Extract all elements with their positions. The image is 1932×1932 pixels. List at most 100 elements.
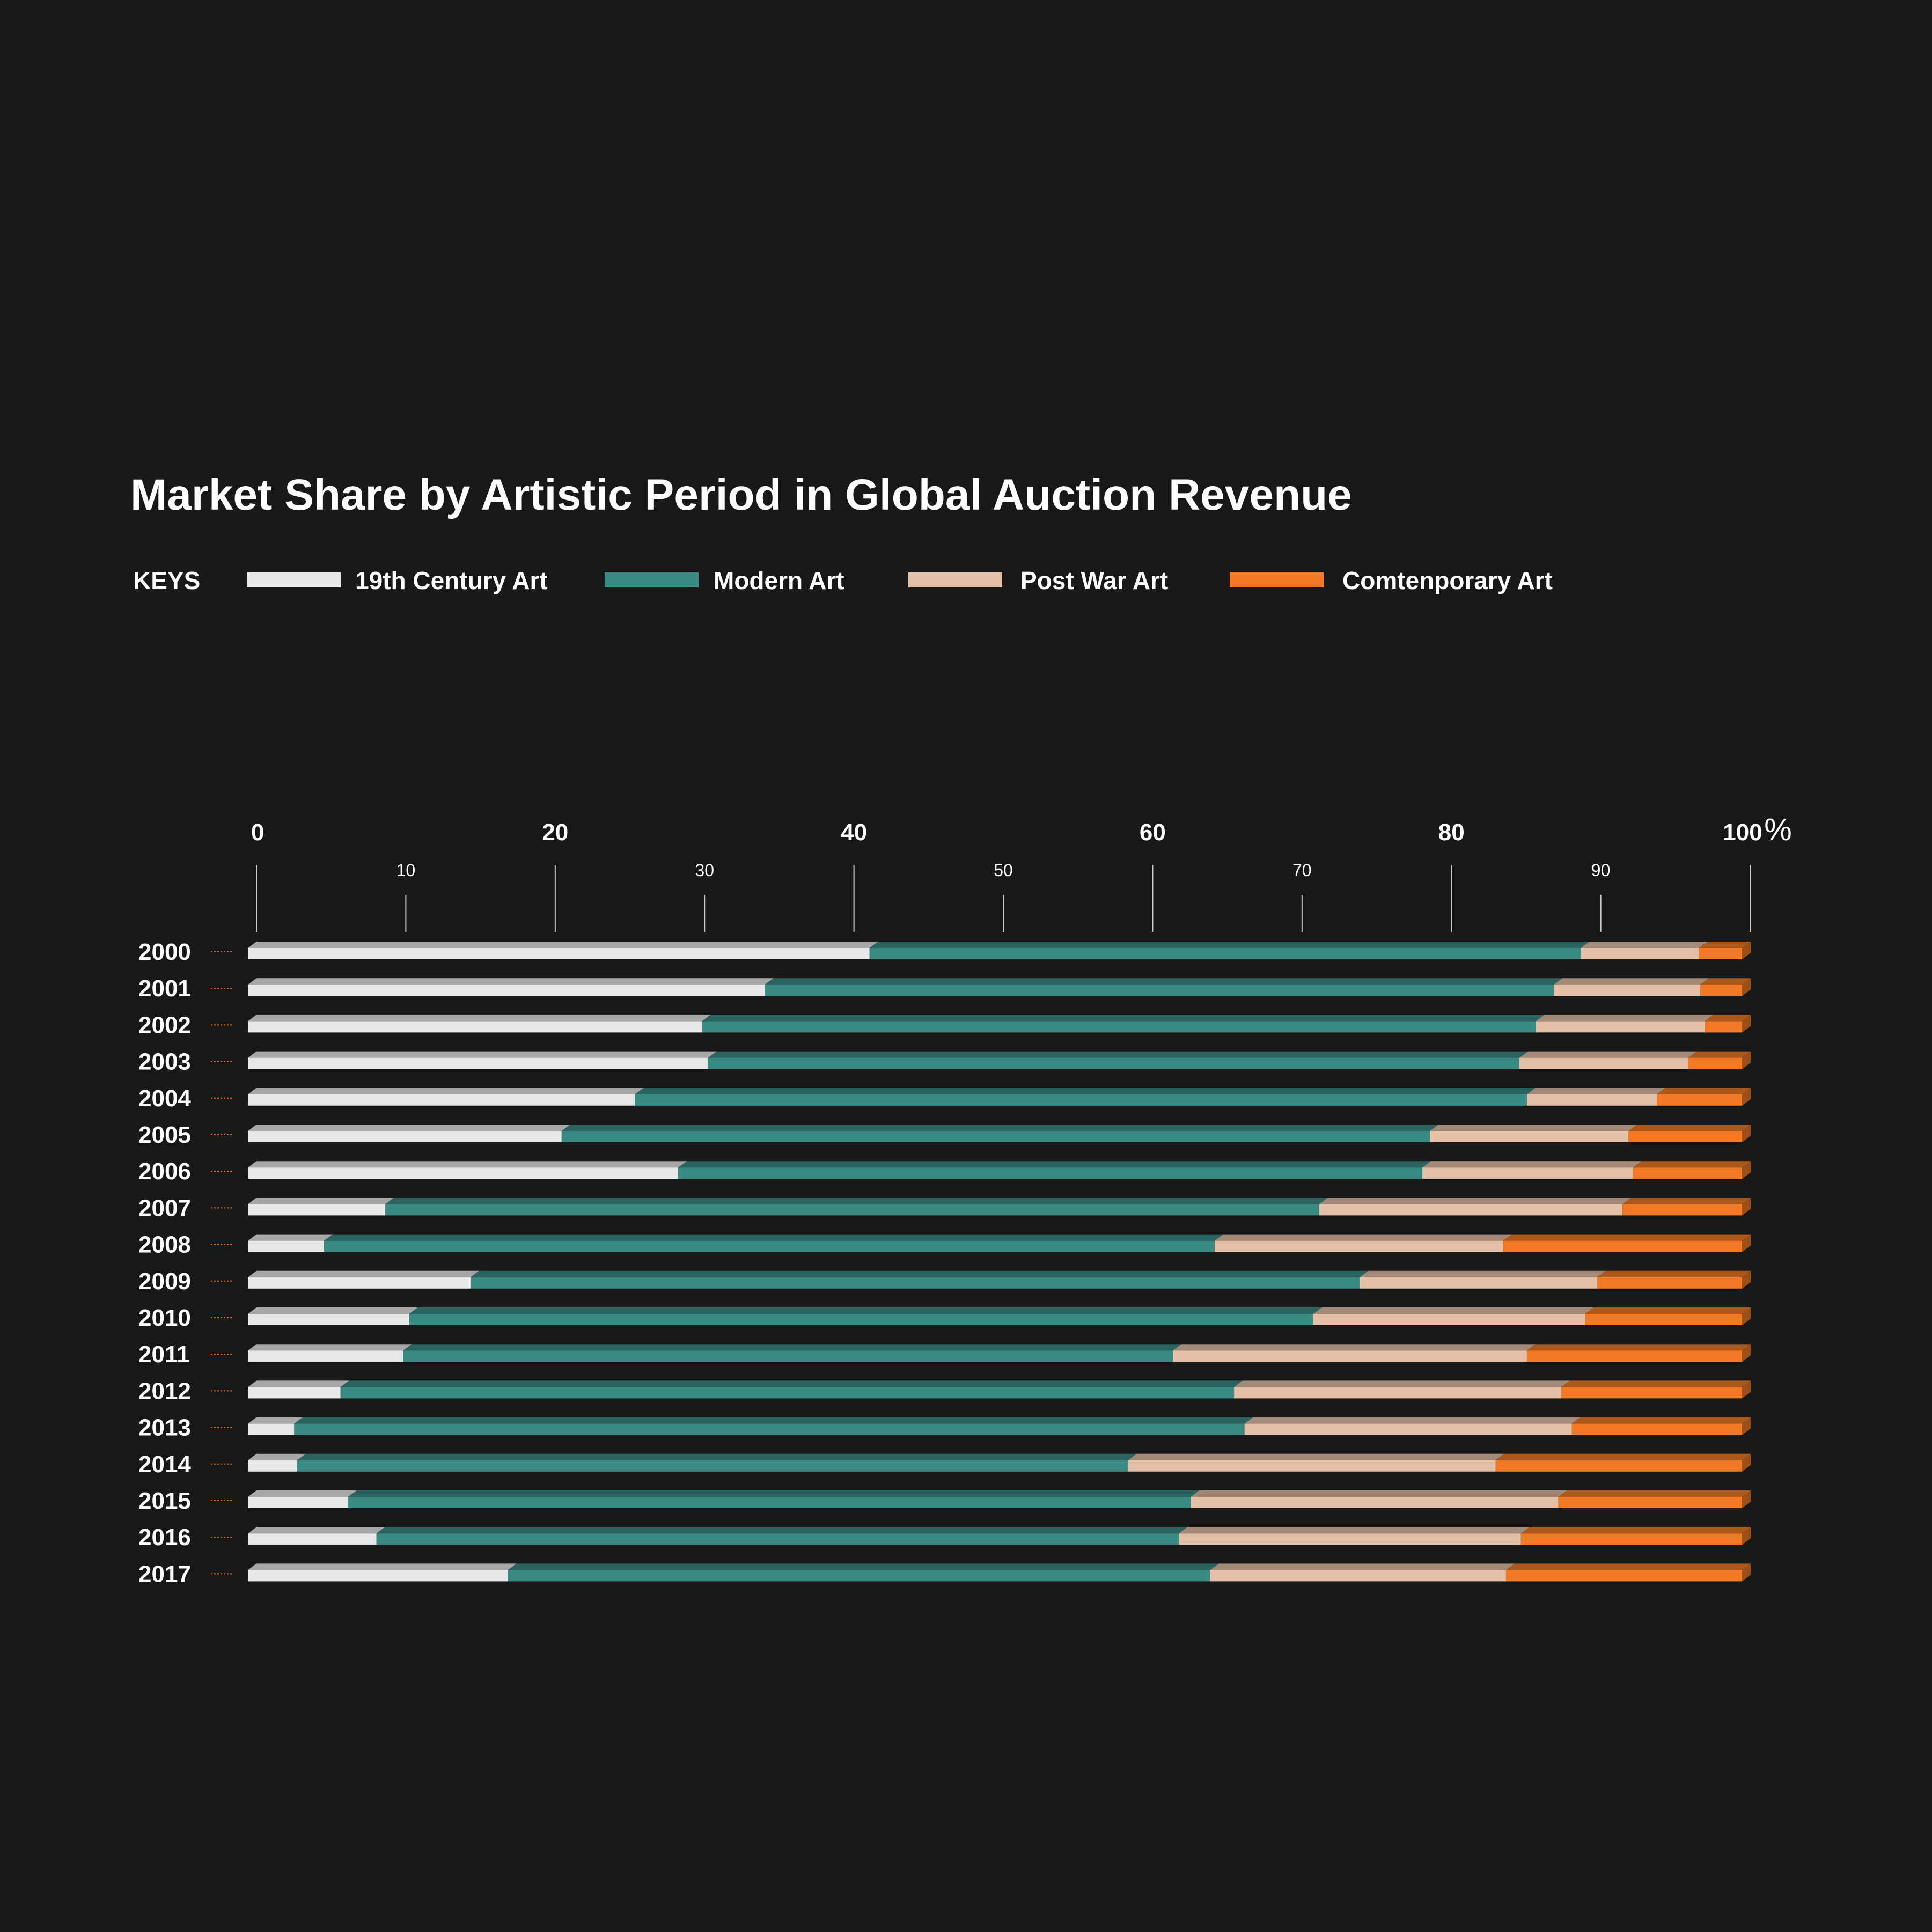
bar-segment-top bbox=[1581, 942, 1708, 948]
bar-segment bbox=[248, 1570, 508, 1582]
bar-segment bbox=[340, 1387, 1235, 1399]
bar-segment bbox=[869, 948, 1581, 959]
bar-segment-top bbox=[248, 1563, 517, 1570]
year-label: 2006 bbox=[138, 1158, 191, 1185]
bar-segment-top bbox=[1597, 1270, 1751, 1277]
bar-segment bbox=[1536, 1021, 1705, 1033]
bar-end-cap bbox=[1742, 1088, 1751, 1106]
bar-segment bbox=[1503, 1240, 1742, 1252]
bar-segment bbox=[1210, 1570, 1506, 1582]
year-label: 2003 bbox=[138, 1049, 191, 1075]
bar-segment bbox=[561, 1131, 1430, 1142]
bar-segment bbox=[248, 1533, 377, 1545]
bar-segment bbox=[702, 1021, 1536, 1033]
bar-segment-top bbox=[1700, 978, 1751, 985]
bar-segment-top bbox=[248, 1307, 418, 1314]
year-label: 2002 bbox=[138, 1012, 191, 1038]
bar-segment-top bbox=[1558, 1490, 1751, 1497]
bar-segment-top bbox=[1585, 1307, 1751, 1314]
bar-segment-top bbox=[635, 1088, 1536, 1094]
minor-tick-label: 30 bbox=[695, 861, 714, 880]
bar-segment bbox=[1214, 1240, 1503, 1252]
bar-end-cap bbox=[1742, 1198, 1751, 1216]
bar-segment bbox=[324, 1240, 1215, 1252]
bar-end-cap bbox=[1742, 1344, 1751, 1362]
minor-tick-label: 90 bbox=[1591, 861, 1611, 880]
bar-segment bbox=[376, 1533, 1179, 1545]
bar-segment-top bbox=[702, 1015, 1545, 1022]
bar-row: 2001 bbox=[138, 975, 1751, 1002]
bar-segment-top bbox=[708, 1051, 1529, 1058]
bar-segment bbox=[1633, 1167, 1742, 1179]
bar-segment bbox=[1571, 1423, 1742, 1435]
legend-label: Post War Art bbox=[1020, 567, 1168, 594]
bar-segment-top bbox=[1313, 1307, 1594, 1314]
bar-segment bbox=[1700, 985, 1742, 996]
bar-segment bbox=[348, 1497, 1191, 1508]
major-tick-label: 0 bbox=[251, 819, 264, 846]
bar-segment-top bbox=[678, 1161, 1431, 1168]
bar-segment-top bbox=[470, 1270, 1369, 1277]
bar-segment bbox=[708, 1057, 1520, 1069]
legend-swatch bbox=[605, 572, 699, 587]
bar-segment bbox=[508, 1570, 1210, 1582]
bar-segment bbox=[1313, 1314, 1585, 1325]
bar-row: 2013 bbox=[138, 1415, 1751, 1441]
minor-tick-label: 70 bbox=[1292, 861, 1312, 880]
bar-segment bbox=[1699, 948, 1742, 959]
bar-segment-top bbox=[1633, 1161, 1751, 1168]
bar-segment-top bbox=[1319, 1198, 1632, 1204]
bar-segment-top bbox=[1520, 1527, 1751, 1534]
year-label: 2011 bbox=[138, 1341, 189, 1368]
bar-segment-top bbox=[248, 1051, 717, 1058]
bar-segment-top bbox=[1628, 1125, 1751, 1131]
bar-segment-top bbox=[248, 1125, 570, 1131]
bar-segment-top bbox=[1554, 978, 1709, 985]
legend-swatch bbox=[908, 572, 1002, 587]
bar-segment bbox=[1234, 1387, 1562, 1399]
x-axis: 0 20 40 60 80 100 10 30 50 70 90% bbox=[251, 812, 1792, 932]
bar-segment bbox=[1622, 1204, 1742, 1216]
legend-label: Modern Art bbox=[714, 567, 844, 594]
bar-segment bbox=[1561, 1387, 1742, 1399]
legend-swatch bbox=[1230, 572, 1324, 587]
bar-segment-top bbox=[409, 1307, 1322, 1314]
legend-heading: KEYS bbox=[133, 567, 200, 594]
bar-segment-top bbox=[248, 1015, 711, 1022]
bar-segment-top bbox=[1244, 1417, 1581, 1424]
bar-segment-top bbox=[1657, 1088, 1751, 1094]
major-tick-label: 40 bbox=[841, 819, 867, 846]
bar-segment bbox=[1526, 1094, 1657, 1106]
year-label: 2008 bbox=[138, 1232, 191, 1258]
bar-row: 2003 bbox=[138, 1049, 1751, 1075]
bar-segment-top bbox=[1699, 942, 1751, 948]
year-label: 2001 bbox=[138, 975, 191, 1002]
bar-segment bbox=[248, 1167, 679, 1179]
bar-segment-top bbox=[1214, 1234, 1512, 1241]
bar-segment bbox=[248, 1497, 348, 1508]
bar-row: 2017 bbox=[138, 1561, 1751, 1587]
bar-row: 2012 bbox=[138, 1378, 1751, 1404]
bar-segment bbox=[1179, 1533, 1521, 1545]
bar-end-cap bbox=[1742, 1125, 1751, 1142]
bar-segment-top bbox=[1179, 1527, 1530, 1534]
bar-segment bbox=[248, 1131, 562, 1142]
bar-segment bbox=[1585, 1314, 1742, 1325]
year-label: 2010 bbox=[138, 1305, 191, 1331]
year-label: 2015 bbox=[138, 1488, 191, 1514]
bar-row: 2005 bbox=[138, 1122, 1751, 1148]
year-label: 2000 bbox=[138, 939, 191, 965]
bar-segment-top bbox=[1495, 1453, 1751, 1460]
bar-segment-top bbox=[508, 1563, 1219, 1570]
legend-label: 19th Century Art bbox=[355, 567, 548, 594]
bar-segment bbox=[297, 1460, 1128, 1472]
bar-segment-top bbox=[1526, 1088, 1666, 1094]
bar-segment-top bbox=[869, 942, 1590, 948]
bar-segment-top bbox=[248, 1490, 357, 1497]
year-label: 2014 bbox=[138, 1451, 191, 1478]
bar-end-cap bbox=[1742, 1161, 1751, 1179]
bar-segment bbox=[248, 1277, 471, 1289]
bar-segment-top bbox=[248, 1453, 306, 1460]
bar-segment bbox=[1519, 1057, 1688, 1069]
bar-segment-top bbox=[248, 1088, 644, 1094]
